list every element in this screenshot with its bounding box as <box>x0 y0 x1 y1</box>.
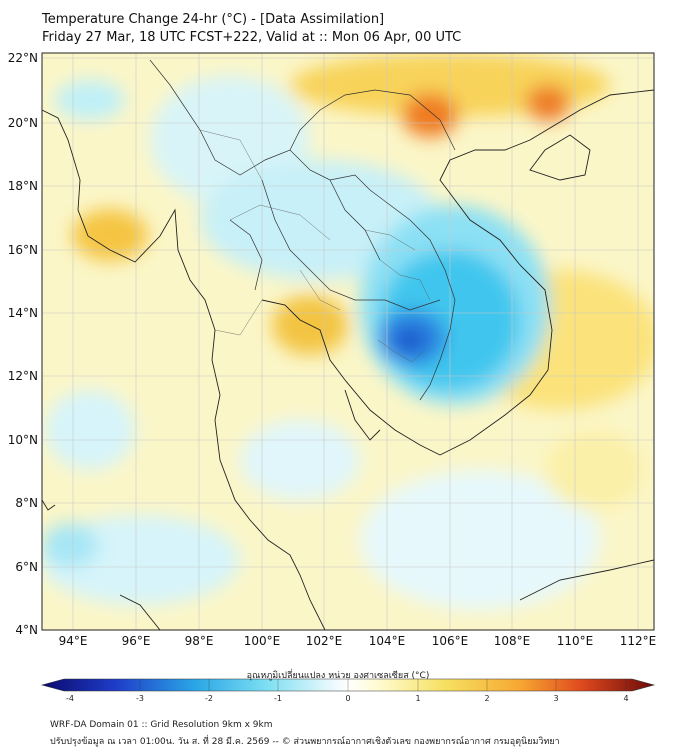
colorbar-tick: -1 <box>274 694 282 703</box>
lon-label: 102°E <box>306 634 343 648</box>
lat-label: 10°N <box>8 433 38 447</box>
lon-label: 94°E <box>59 634 88 648</box>
lat-label: 18°N <box>8 179 38 193</box>
latitude-labels: 22°N 20°N 18°N 16°N 14°N 12°N 10°N 8°N 6… <box>8 51 38 637</box>
colorbar-tick: 3 <box>553 694 558 703</box>
colorbar-tick: 4 <box>623 694 628 703</box>
footer-credit: ปรับปรุงข้อมูล ณ เวลา 01:00น. วัน ส. ที่… <box>50 737 560 747</box>
lon-label: 106°E <box>432 634 469 648</box>
political-borders <box>149 59 456 401</box>
colorbar-tick: -4 <box>66 694 74 703</box>
colorbar-ticklines <box>69 679 627 691</box>
lon-label: 112°E <box>620 634 657 648</box>
province-borders <box>199 129 431 363</box>
lat-label: 20°N <box>8 116 38 130</box>
coastlines <box>42 89 654 630</box>
colorbar: -4 -3 -2 -1 0 1 2 3 4 <box>40 678 656 703</box>
map-frame <box>41 52 655 631</box>
map-title: Temperature Change 24-hr (°C) - [Data As… <box>42 12 385 27</box>
lat-label: 4°N <box>15 623 38 637</box>
lat-label: 8°N <box>15 496 38 510</box>
lon-label: 104°E <box>369 634 406 648</box>
lat-label: 12°N <box>8 369 38 383</box>
lat-label: 16°N <box>8 243 38 257</box>
lon-label: 100°E <box>244 634 281 648</box>
lon-label: 96°E <box>122 634 151 648</box>
lon-label: 98°E <box>185 634 214 648</box>
colorbar-tick: 1 <box>415 694 420 703</box>
temperature-field <box>42 53 654 630</box>
lat-label: 6°N <box>15 560 38 574</box>
lat-label: 22°N <box>8 51 38 65</box>
lat-label: 14°N <box>8 306 38 320</box>
lon-label: 108°E <box>494 634 531 648</box>
graticule <box>42 53 654 630</box>
lon-label: 110°E <box>557 634 594 648</box>
longitude-labels: 94°E 96°E 98°E 100°E 102°E 104°E 106°E 1… <box>59 634 657 648</box>
colorbar-tick: -3 <box>136 694 144 703</box>
footer-model-info: WRF-DA Domain 01 :: Grid Resolution 9km … <box>50 720 273 730</box>
colorbar-tick: -2 <box>205 694 213 703</box>
colorbar-title: อุณหภูมิเปลี่ยนแปลง หน่วย องศาเซลเซียส (… <box>246 671 430 681</box>
colorbar-tick: 2 <box>484 694 489 703</box>
map-subtitle: Friday 27 Mar, 18 UTC FCST+222, Valid at… <box>42 30 462 45</box>
colorbar-tick: 0 <box>345 694 350 703</box>
